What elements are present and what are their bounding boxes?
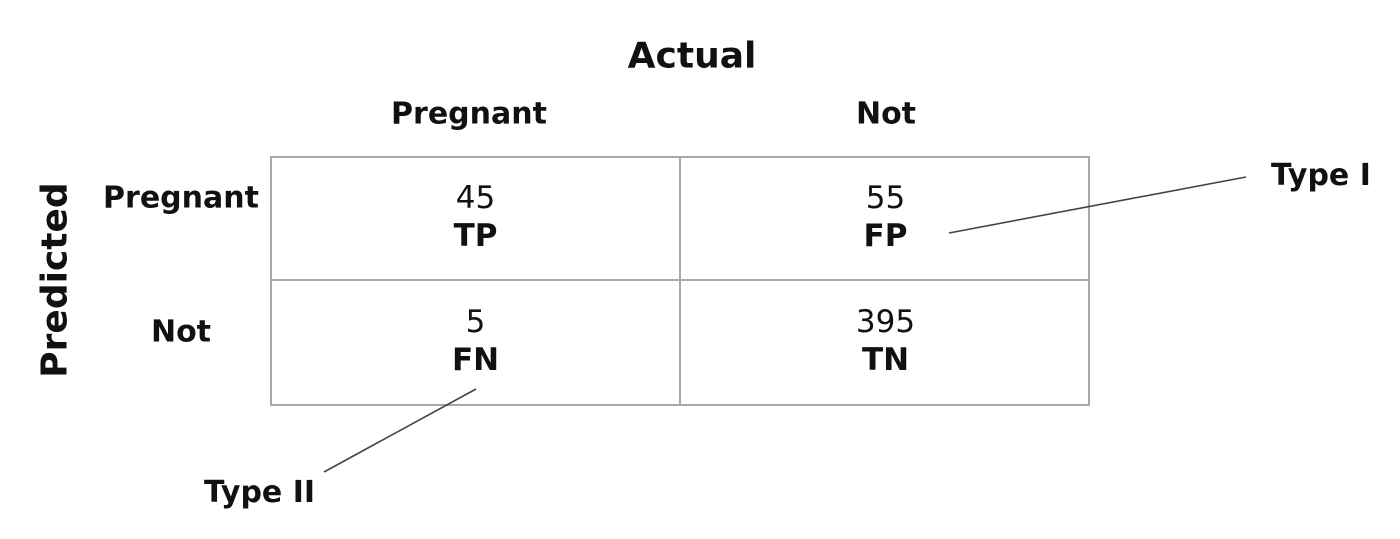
cell-abbreviation: FP [863, 217, 908, 254]
cell-false-positive: 55 FP [681, 158, 1090, 281]
cell-abbreviation: FN [451, 341, 500, 378]
type-i-callout: Type I [1271, 158, 1371, 193]
actual-axis-title: Actual [627, 35, 757, 77]
type-ii-leader-line [323, 388, 477, 473]
cell-count: 45 [455, 179, 496, 216]
cell-abbreviation: TP [453, 217, 498, 254]
cell-true-negative: 395 TN [681, 281, 1090, 404]
cell-count: 55 [865, 179, 906, 216]
type-ii-callout: Type II [204, 475, 316, 510]
cell-true-positive: 45 TP [272, 158, 681, 281]
cell-false-negative: 5 FN [272, 281, 681, 404]
type-i-leader-line [948, 176, 1247, 234]
row-header-pregnant: Pregnant [103, 180, 259, 216]
cell-count: 5 [465, 303, 486, 340]
column-header-pregnant: Pregnant [391, 96, 547, 132]
confusion-matrix: 45 TP 55 FP 5 FN 395 TN [270, 156, 1090, 406]
cell-abbreviation: TN [861, 341, 910, 378]
cell-count: 395 [855, 303, 916, 340]
column-header-not: Not [855, 96, 917, 132]
row-header-not: Not [150, 314, 212, 350]
